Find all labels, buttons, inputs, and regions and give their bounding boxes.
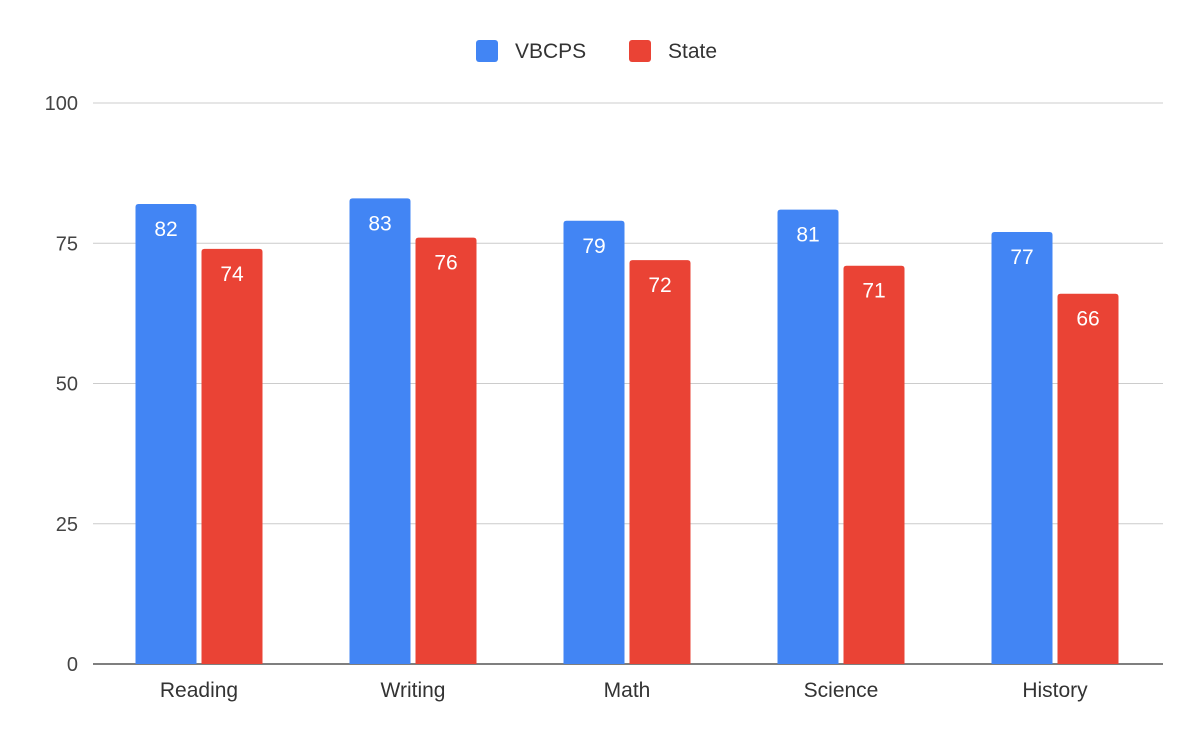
legend-label: VBCPS [515, 40, 586, 63]
y-tick-label: 0 [67, 654, 78, 676]
y-tick-label: 100 [45, 93, 78, 115]
data-label: 77 [1010, 246, 1033, 269]
y-axis-ticks: 0 25 50 75 100 [45, 93, 78, 676]
bar-vbcps-reading [135, 203, 197, 665]
legend: VBCPS State [476, 40, 717, 63]
gridlines [93, 102, 1163, 665]
data-label: 71 [862, 280, 885, 303]
data-label: 79 [582, 235, 605, 258]
bar-state-reading [201, 248, 263, 665]
bar-vbcps-math [563, 220, 625, 664]
bar-vbcps-writing [349, 198, 411, 664]
x-tick-label: Science [804, 679, 879, 702]
data-label: 74 [220, 263, 244, 286]
data-label: 82 [154, 218, 177, 241]
data-label: 83 [368, 212, 391, 235]
x-tick-label: Reading [160, 679, 238, 702]
data-label: 72 [648, 274, 671, 297]
y-tick-label: 75 [56, 233, 78, 255]
bar-state-writing [415, 237, 477, 664]
legend-swatch [629, 40, 651, 62]
data-label: 66 [1076, 308, 1099, 331]
bar-state-science [843, 265, 905, 664]
bar-state-math [629, 260, 691, 664]
y-tick-label: 50 [56, 374, 78, 396]
bars: 82 74 83 76 79 72 81 71 77 66 [135, 198, 1119, 665]
x-tick-label: Math [604, 679, 651, 702]
data-label: 81 [796, 224, 819, 247]
x-tick-label: Writing [381, 679, 446, 702]
bar-vbcps-history [991, 232, 1053, 664]
bar-state-history [1057, 293, 1119, 664]
legend-swatch [476, 40, 498, 62]
legend-label: State [668, 40, 717, 63]
bar-vbcps-science [777, 209, 839, 664]
y-tick-label: 25 [56, 514, 78, 536]
x-tick-label: History [1022, 679, 1088, 702]
data-label: 76 [434, 252, 457, 275]
x-axis-ticks: Reading Writing Math Science History [160, 679, 1088, 702]
